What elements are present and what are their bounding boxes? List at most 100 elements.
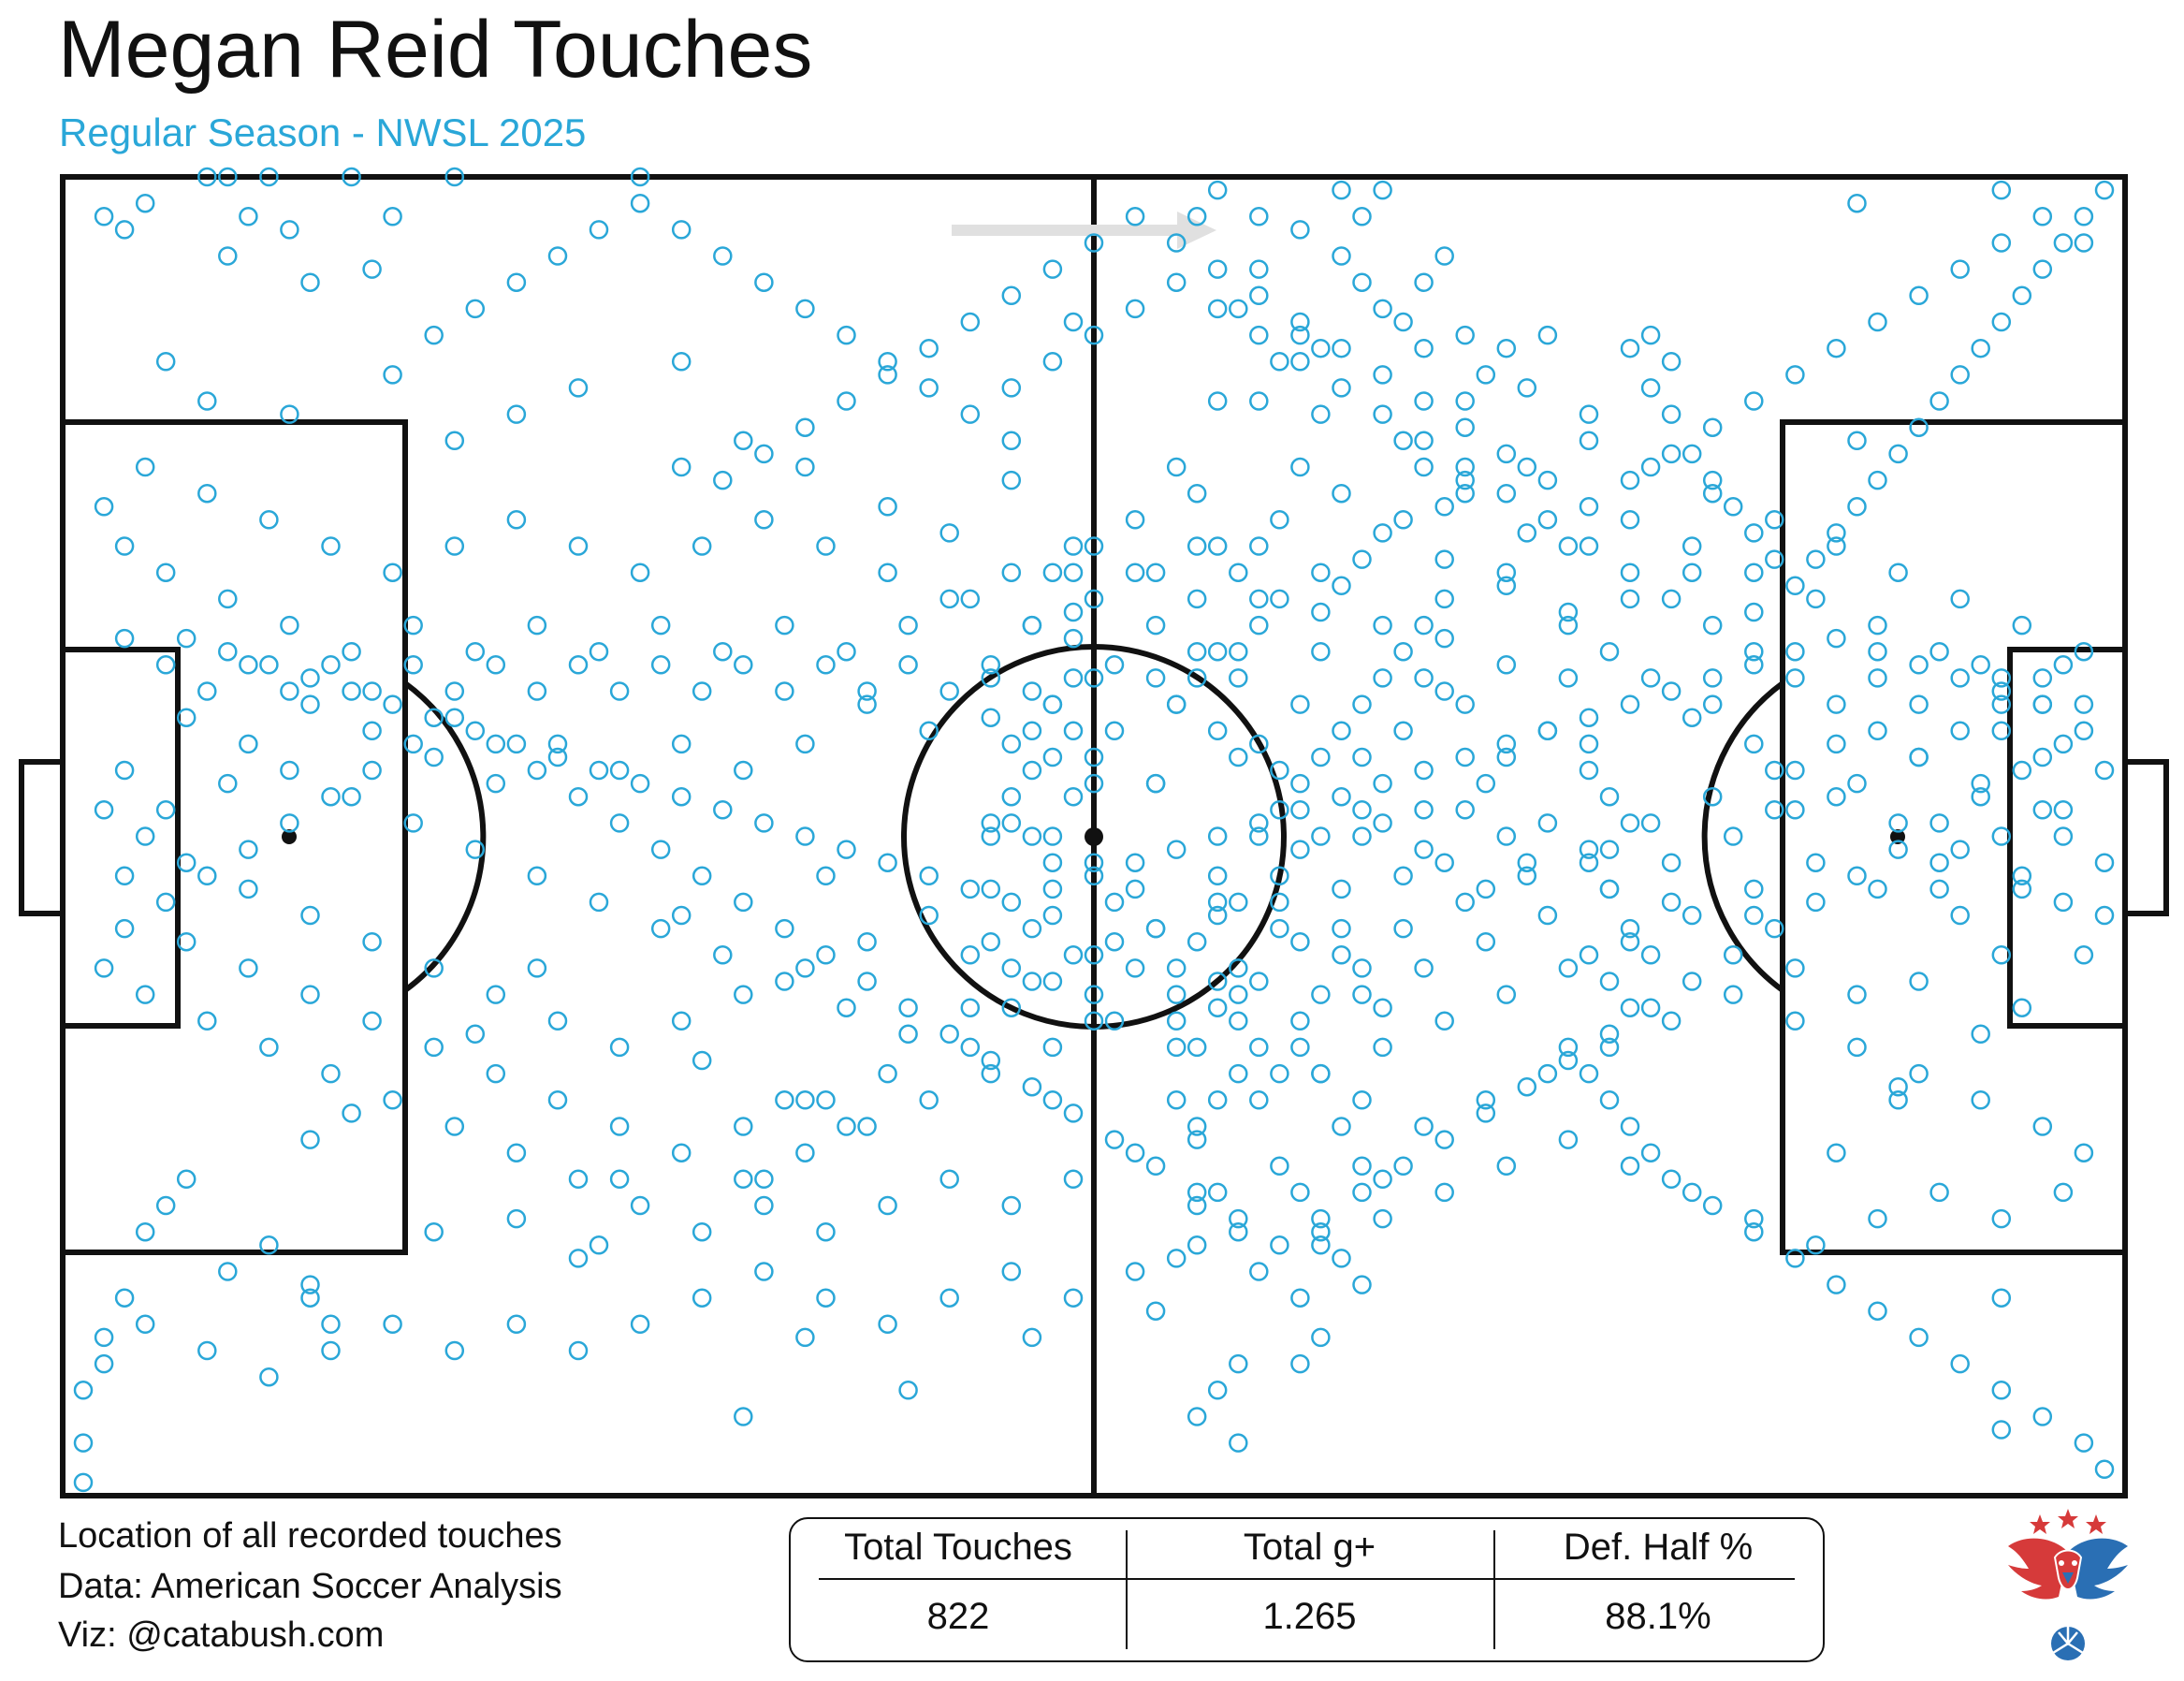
touch-point — [547, 747, 568, 767]
touch-point — [878, 497, 897, 517]
touch-point — [1827, 1143, 1846, 1162]
touch-point — [1063, 1288, 1084, 1308]
touch-point — [527, 866, 547, 886]
touch-point — [2094, 853, 2115, 872]
touch-point — [1640, 1143, 1661, 1162]
touch-point — [1950, 721, 1970, 741]
touch-point — [1373, 404, 1392, 424]
touch-point — [280, 404, 299, 424]
touch-point — [1352, 826, 1372, 846]
touch-point — [1744, 879, 1764, 899]
touch-point — [1001, 813, 1022, 833]
stat-def-half: Def. Half % 88.1% — [1493, 1519, 1823, 1660]
touch-point — [424, 1221, 444, 1242]
touch-point — [2012, 615, 2032, 636]
touch-point — [1868, 1301, 1887, 1321]
touch-point — [280, 615, 299, 636]
touch-point — [2012, 760, 2032, 781]
touch-point — [1249, 734, 1269, 754]
touch-point — [383, 1314, 402, 1335]
center-spot — [1085, 827, 1103, 846]
touch-point — [1249, 1090, 1269, 1110]
touch-point — [1868, 721, 1887, 741]
touch-point — [1950, 840, 1970, 859]
touch-point — [857, 972, 877, 991]
touch-point — [671, 734, 692, 754]
touch-point — [239, 958, 258, 978]
touch-point — [734, 760, 753, 781]
touch-point — [713, 641, 733, 662]
touch-point — [1744, 655, 1764, 675]
touch-point — [981, 879, 1001, 899]
touch-point — [1001, 892, 1022, 913]
touch-point — [589, 892, 609, 913]
touch-point — [1661, 1011, 1682, 1031]
touch-point — [1661, 589, 1682, 609]
touch-point — [1001, 431, 1022, 451]
touch-point — [1166, 457, 1187, 477]
touch-point — [1393, 431, 1413, 451]
touch-point — [1166, 985, 1187, 1004]
touch-point — [1868, 879, 1887, 899]
touch-point — [135, 826, 155, 846]
touch-point — [1229, 1208, 1248, 1229]
touch-point — [1332, 483, 1351, 504]
touch-point — [795, 417, 815, 437]
touch-point — [1022, 721, 1042, 741]
touch-point — [1270, 1156, 1289, 1177]
touch-point — [1558, 1130, 1579, 1149]
touch-point — [1785, 958, 1805, 978]
touch-point — [1579, 497, 1599, 517]
touch-point — [568, 1169, 589, 1190]
touch-point — [692, 1050, 712, 1071]
touch-point — [1249, 259, 1269, 279]
touch-point — [362, 259, 382, 279]
touch-point — [1311, 747, 1331, 767]
touch-point — [795, 826, 815, 846]
stats-header-rule — [819, 1578, 1795, 1580]
touch-point — [1042, 563, 1063, 582]
touch-point — [1929, 391, 1949, 411]
left-six-yard-box — [60, 647, 181, 1029]
touch-point — [1270, 589, 1289, 609]
touch-point — [2032, 800, 2053, 820]
touch-point — [1187, 1182, 1207, 1203]
touch-point — [837, 840, 856, 859]
touch-point — [1599, 1090, 1620, 1110]
touch-point — [1290, 1037, 1310, 1058]
touch-point — [547, 734, 568, 754]
touch-point — [1229, 747, 1248, 767]
touch-point — [1352, 207, 1372, 227]
touch-point — [1929, 641, 1949, 662]
touch-point — [239, 840, 258, 859]
touch-point — [1084, 233, 1104, 253]
touch-point — [1434, 549, 1454, 569]
touch-point — [919, 338, 939, 358]
touch-point — [1517, 523, 1537, 543]
touch-point — [1434, 853, 1454, 872]
touch-point — [671, 1011, 692, 1031]
touch-point — [1332, 945, 1351, 965]
touch-point — [1207, 866, 1228, 886]
touch-point — [1063, 602, 1084, 622]
touch-point — [2032, 259, 2053, 279]
touch-point — [1455, 417, 1475, 437]
touch-point — [1207, 892, 1228, 913]
touch-point — [1125, 853, 1145, 872]
touch-point — [1063, 312, 1084, 332]
touch-point — [1827, 523, 1846, 543]
touch-point — [1909, 1063, 1929, 1084]
touch-point — [1929, 1182, 1949, 1203]
touch-point — [1207, 641, 1228, 662]
touch-point — [1207, 1182, 1228, 1203]
touch-point — [506, 404, 527, 424]
touch-point — [1270, 1235, 1289, 1255]
touch-point — [547, 246, 568, 266]
touch-point — [1661, 892, 1682, 913]
touch-point — [259, 167, 279, 187]
touch-point — [754, 1195, 774, 1216]
touch-point — [1001, 470, 1022, 490]
touch-point — [403, 813, 423, 833]
touch-point — [280, 220, 299, 240]
touch-point — [630, 773, 650, 794]
